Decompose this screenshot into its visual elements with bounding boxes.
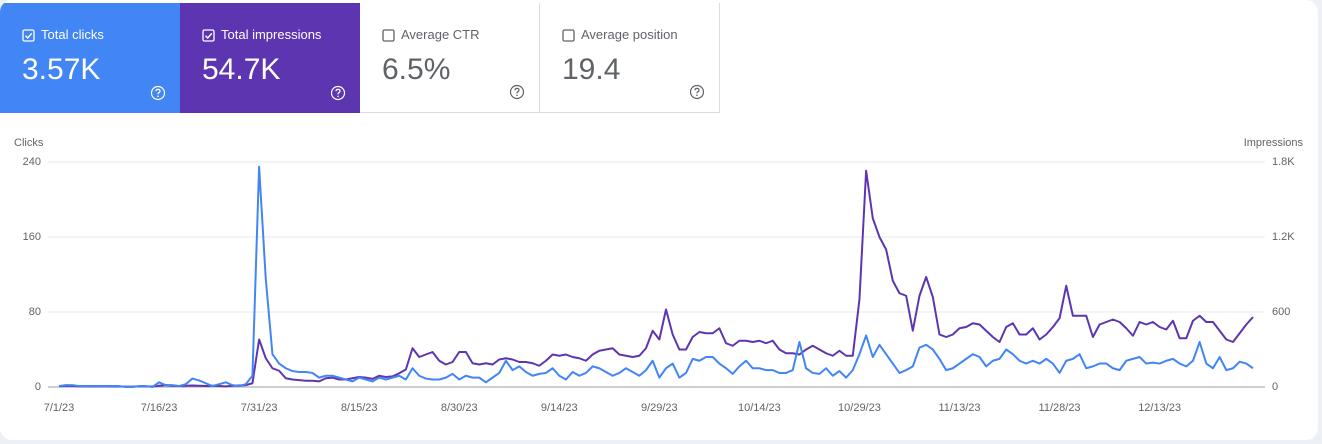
y-tick-label: 0 [35,381,41,393]
x-tick-label: 11/13/23 [938,402,980,414]
x-tick-label: 7/31/23 [241,402,278,414]
series-line [58,165,1254,388]
checkbox-box [22,29,35,42]
help-icon [150,85,166,101]
metric-card[interactable]: Average CTR 6.5% [360,3,540,113]
y2-tick-label: 1.2K [1272,231,1295,243]
help-icon [509,84,525,100]
help-dot [516,94,518,97]
help-icon [689,84,705,100]
help-icon [330,85,346,101]
x-tick-label: 7/16/23 [141,402,178,414]
metric-value: 3.57K [22,53,101,86]
checkbox [22,29,35,42]
checkbox-check [205,32,213,40]
metric-label: Total impressions [221,27,322,42]
y-tick-label: 80 [29,306,41,318]
help-mark [155,88,161,95]
help-mark [335,88,341,95]
x-tick-label: 8/15/23 [341,402,378,414]
metric-card[interactable]: Total impressions 54.7K [180,3,360,113]
help-dot [696,94,698,97]
help-circle [330,85,346,101]
metric-card[interactable]: Total clicks 3.57K [0,3,180,113]
help-mark [514,87,520,94]
help-circle [150,85,166,101]
help-circle [689,84,705,100]
x-tick-label: 10/29/23 [838,402,881,414]
metric-value: 6.5% [382,53,451,86]
metric-label: Average position [581,27,678,42]
x-tick-label: 7/1/23 [44,402,75,414]
help-dot [157,95,159,98]
y-axis-title: Clicks [14,137,44,149]
metric-cards: Total clicks 3.57K Total impressions 54.7K A… [0,3,720,113]
help-circle [509,84,525,100]
checkbox [562,29,575,42]
checkbox-box [562,29,575,42]
metric-value: 19.4 [562,53,621,86]
metric-value: 54.7K [202,53,281,86]
y2-tick-label: 0 [1272,381,1278,393]
y2-tick-label: 1.8K [1272,156,1295,168]
checkbox [382,29,395,42]
x-tick-label: 11/28/23 [1039,402,1081,414]
y2-axis-title: Impressions [1244,137,1304,149]
y-tick-label: 160 [23,231,41,243]
metric-card[interactable]: Average position 19.4 [540,3,720,113]
help-mark [694,87,700,94]
x-tick-label: 12/13/23 [1138,402,1181,414]
series-line [58,169,1254,388]
checkbox-box [202,29,215,42]
x-tick-label: 10/14/23 [738,402,781,414]
checkbox-box [382,29,395,42]
metric-label: Average CTR [401,27,480,42]
checkbox-check [25,32,33,40]
metric-label: Total clicks [41,27,104,42]
x-tick-label: 9/14/23 [541,402,578,414]
y-tick-label: 240 [23,156,41,168]
y2-tick-label: 600 [1272,306,1290,318]
help-dot [337,95,339,98]
x-tick-label: 9/29/23 [641,402,678,414]
checkbox [202,29,215,42]
x-tick-label: 8/30/23 [441,402,478,414]
